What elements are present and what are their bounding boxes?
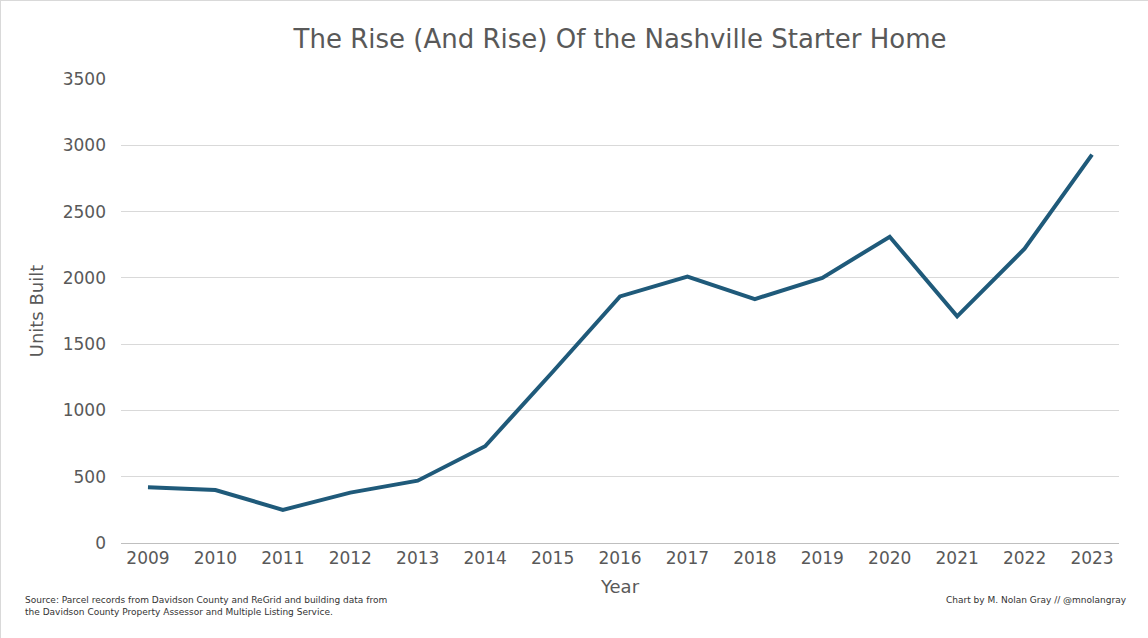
svg-text:Year: Year [600,576,640,597]
svg-text:3000: 3000 [63,135,106,155]
svg-text:2016: 2016 [598,548,641,568]
svg-text:1500: 1500 [63,334,106,354]
svg-text:2015: 2015 [531,548,574,568]
svg-text:2014: 2014 [464,548,507,568]
svg-text:2021: 2021 [936,548,979,568]
svg-text:2013: 2013 [396,548,439,568]
svg-text:2012: 2012 [329,548,372,568]
svg-text:Source: Parcel records from Da: Source: Parcel records from Davidson Cou… [25,595,387,617]
svg-text:2010: 2010 [194,548,237,568]
svg-text:2023: 2023 [1070,548,1113,568]
svg-text:Units Built: Units Built [26,265,47,358]
svg-text:0: 0 [95,533,106,553]
svg-text:2020: 2020 [868,548,911,568]
svg-text:2018: 2018 [733,548,776,568]
svg-text:2500: 2500 [63,202,106,222]
svg-text:3500: 3500 [63,69,106,89]
svg-text:2000: 2000 [63,268,106,288]
svg-text:2019: 2019 [801,548,844,568]
svg-text:2009: 2009 [126,548,169,568]
svg-text:1000: 1000 [63,400,106,420]
svg-text:2022: 2022 [1003,548,1046,568]
svg-text:The Rise (And Rise) Of the Nas: The Rise (And Rise) Of the Nashville Sta… [293,24,947,54]
svg-text:2017: 2017 [666,548,709,568]
svg-text:500: 500 [74,467,106,487]
svg-text:2011: 2011 [261,548,304,568]
svg-text:Chart by M. Nolan Gray // @mno: Chart by M. Nolan Gray // @mnolangray [946,595,1127,605]
